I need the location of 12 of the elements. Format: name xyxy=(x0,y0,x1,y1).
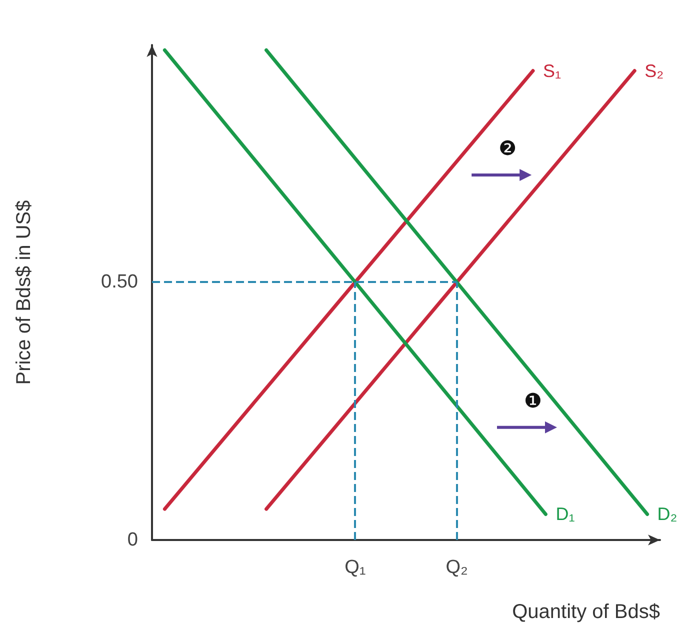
series-label: D₁ xyxy=(556,504,575,524)
x-tick-label: Q₁ xyxy=(344,557,366,578)
x-tick-label: Q₂ xyxy=(446,557,468,578)
y-axis-title: Price of Bds$ in US$ xyxy=(13,200,35,385)
y-tick-label: 0 xyxy=(127,530,138,550)
x-axis-title: Quantity of Bds$ xyxy=(512,601,660,623)
y-tick-label: 0.50 xyxy=(101,272,138,293)
series-label: S₂ xyxy=(644,60,664,81)
annotation: ❷ xyxy=(498,138,517,160)
annotation: ❶ xyxy=(524,390,542,412)
series-label: D₂ xyxy=(657,504,678,524)
series-label: S₁ xyxy=(543,60,562,81)
